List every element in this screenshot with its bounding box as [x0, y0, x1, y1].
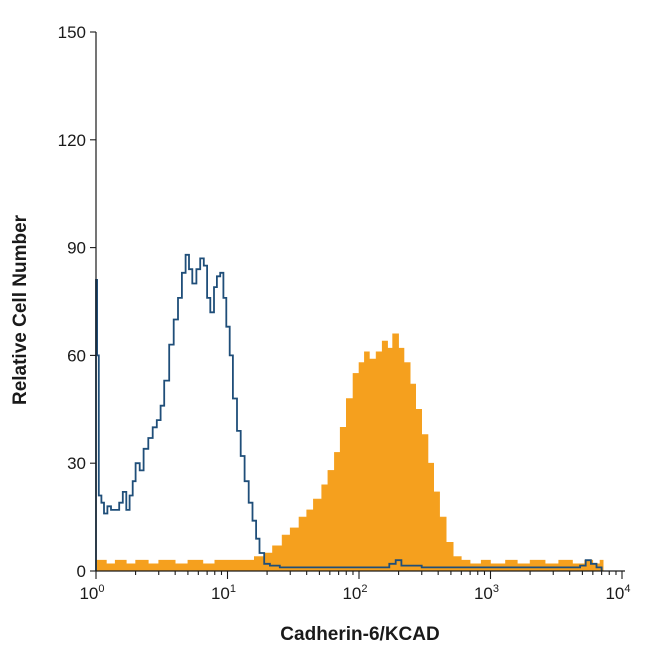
x-tick-label: 102 — [342, 583, 367, 603]
y-tick-label: 0 — [77, 562, 86, 581]
plot-area — [95, 253, 604, 572]
series-outline-histogram — [95, 253, 603, 571]
y-tick-label: 120 — [58, 131, 86, 150]
series-filled-histogram — [96, 333, 604, 572]
y-tick-label: 30 — [67, 454, 86, 473]
y-axis-title: Relative Cell Number — [10, 214, 31, 405]
y-tick-label: 150 — [58, 23, 86, 42]
x-axis-title: Cadherin-6/KCAD — [280, 624, 439, 645]
x-tick-label: 104 — [605, 583, 630, 603]
axes — [95, 32, 625, 572]
y-tick-label: 60 — [67, 346, 86, 365]
ticks: 0 30 60 90 120 150 100 101 102 103 104 — [58, 23, 631, 603]
x-tick-label: 103 — [474, 583, 499, 603]
x-tick-label: 100 — [79, 583, 104, 603]
x-tick-label: 101 — [211, 583, 236, 603]
y-tick-label: 90 — [67, 239, 86, 258]
